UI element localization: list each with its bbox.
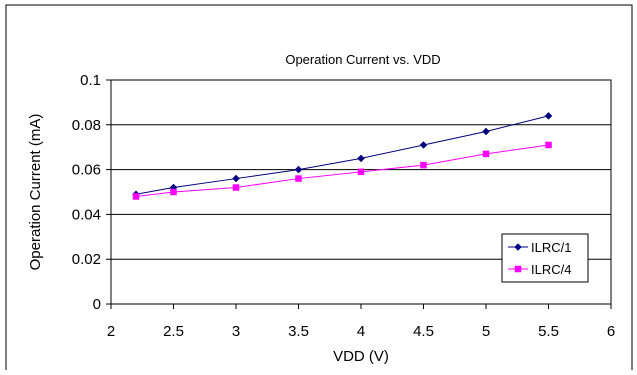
x-tick-label: 5.5 (538, 323, 559, 340)
y-tick-label: 0.02 (72, 251, 101, 268)
x-axis-label: VDD (V) (333, 348, 389, 365)
x-tick-label: 3 (232, 323, 240, 340)
data-point (482, 150, 490, 158)
data-point (170, 188, 177, 196)
y-axis-label: Operation Current (mA) (27, 114, 44, 271)
legend: ILRC/1 ILRC/4 (501, 233, 589, 283)
x-tick-label: 2 (107, 323, 115, 340)
legend-box (501, 233, 589, 283)
series-line (135, 115, 549, 195)
y-tick-label: 0.04 (72, 206, 101, 223)
x-tick-label: 2.5 (163, 323, 184, 340)
data-point (544, 111, 553, 120)
legend-entry: ILRC/1 (508, 240, 571, 255)
data-point (357, 168, 365, 176)
y-tick-label: 0.06 (72, 162, 101, 179)
legend-label: ILRC/1 (531, 240, 571, 255)
x-axis-ticks: 2 2.5 3 3.5 4 4.5 5 5.5 6 (107, 304, 615, 340)
y-axis-ticks: 0 0.02 0.04 0.06 0.08 0.1 (72, 72, 111, 313)
x-tick-label: 3.5 (288, 323, 309, 340)
legend-entry: ILRC/4 (508, 262, 571, 277)
data-point (232, 184, 240, 191)
legend-marker (514, 243, 522, 251)
chart-title: Operation Current vs. VDD (285, 52, 440, 67)
data-point (132, 193, 140, 200)
legend-label: ILRC/4 (531, 262, 571, 277)
data-point (294, 165, 303, 174)
series-line (135, 144, 549, 197)
x-tick-label: 5 (482, 323, 490, 340)
data-point (232, 174, 240, 183)
data-point (420, 161, 427, 169)
x-tick-label: 6 (607, 323, 615, 340)
x-tick-label: 4 (357, 323, 365, 340)
data-point (357, 154, 365, 163)
data-point (295, 175, 302, 182)
series-2 (132, 141, 552, 200)
data-point (545, 141, 552, 149)
legend-marker (514, 265, 522, 273)
data-point (419, 141, 428, 149)
y-tick-label: 0.08 (72, 117, 101, 134)
x-tick-label: 4.5 (413, 323, 434, 340)
series-layer (132, 111, 553, 200)
data-point (482, 127, 490, 136)
y-tick-label: 0.1 (80, 72, 101, 89)
y-tick-label: 0 (93, 296, 101, 313)
